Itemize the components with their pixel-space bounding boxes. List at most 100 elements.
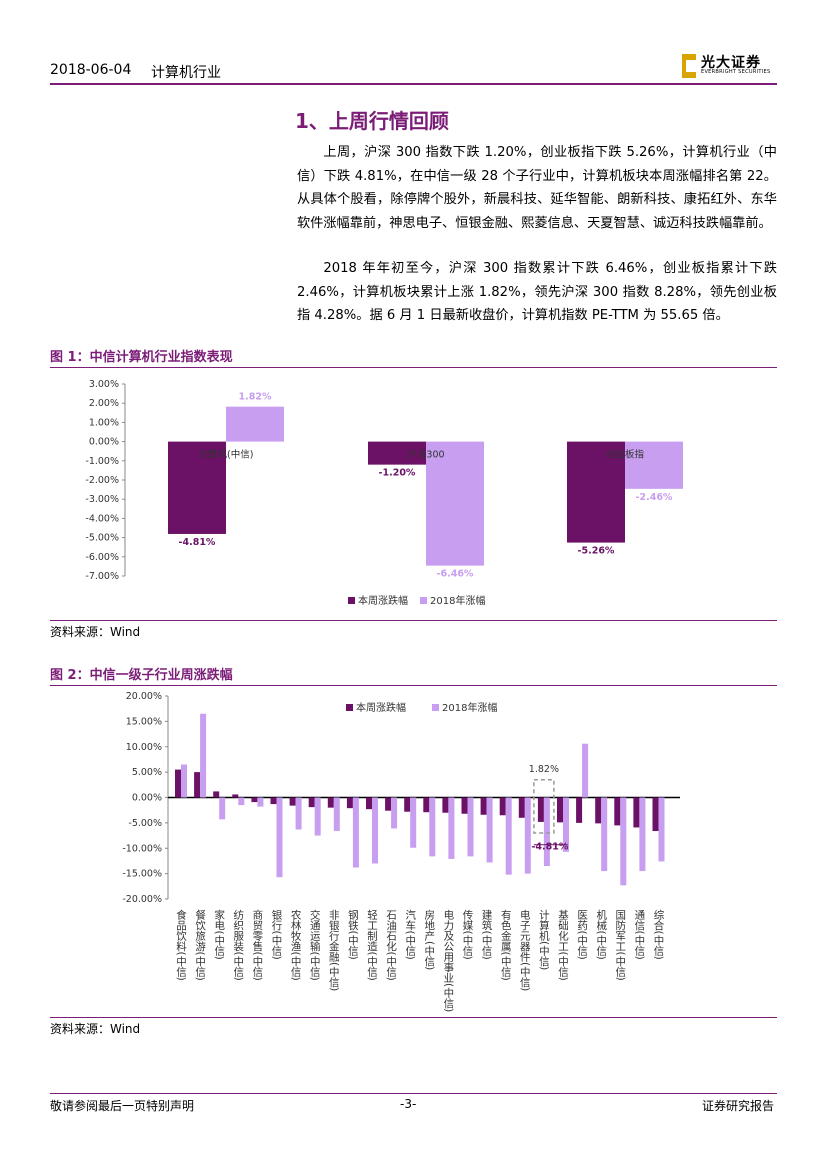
data-label: -2.46%: [636, 492, 673, 503]
legend-swatch-ytd: [432, 704, 439, 711]
figure2-source: 资料来源：Wind: [50, 1022, 141, 1036]
category-label: 基础化工(中信): [557, 909, 569, 981]
y-tick-label: 2.00%: [89, 398, 119, 409]
bar-ytd: [429, 797, 436, 857]
footer-report-type: 证券研究报告: [702, 1099, 775, 1113]
figure2-title: 图 2：中信一级子行业周涨跌幅: [50, 668, 233, 683]
y-tick-label: -2.00%: [85, 475, 119, 486]
category-label: 计算机(中信): [538, 909, 550, 970]
category-label: 纺织服装(中信): [232, 909, 244, 981]
bar-ytd: [505, 797, 512, 875]
bar-weekly: [270, 797, 277, 805]
bar-ytd: [314, 797, 321, 836]
data-label: -1.20%: [379, 468, 416, 479]
bar-ytd: [276, 797, 283, 878]
bar-ytd: [200, 713, 207, 798]
bar-ytd: [219, 797, 226, 820]
category-label: 农林牧渔(中信): [290, 909, 302, 981]
legend-label-ytd: 2018年涨幅: [442, 701, 497, 714]
bar-ytd: [295, 797, 302, 830]
chart2: 20.00% 15.00% 10.00% 5.00% 0.00% -5.00% -10.00…: [122, 691, 680, 1012]
bar-weekly: [499, 797, 506, 816]
bar-weekly: [308, 797, 315, 808]
legend-label-ytd: 2018年涨幅: [430, 594, 485, 607]
figure1-bottom-rule: [50, 620, 777, 621]
bar-weekly: [327, 797, 334, 808]
bar-weekly: [633, 797, 640, 828]
figure2-top-rule: [50, 685, 777, 686]
bar-ytd: [238, 797, 245, 806]
y-tick-label: -4.00%: [85, 513, 119, 524]
legend-label-weekly: 本周涨跌幅: [358, 594, 408, 607]
bar-ytd: [181, 764, 187, 798]
data-label: -5.26%: [578, 546, 615, 557]
header-industry: 计算机行业: [151, 65, 221, 81]
figure1-top-rule: [50, 367, 777, 368]
category-label: 计算机(中信): [199, 449, 254, 461]
bar-ytd: [391, 797, 398, 829]
paragraph-2: 2018 年年初至今，沪深 300 指数累计下跌 6.46%，创业板指累计下跌 …: [297, 261, 777, 323]
category-label: 银行(中信): [271, 909, 283, 960]
category-label: 通信(中信): [633, 910, 645, 960]
bar-weekly: [404, 797, 411, 812]
bar-ytd: [410, 797, 417, 848]
bar-ytd: [467, 797, 474, 857]
bar-ytd: [426, 441, 484, 566]
bar-ytd: [639, 797, 646, 872]
bar-weekly: [537, 797, 544, 822]
category-label: 轻工制造(中信): [366, 909, 378, 981]
category-label: 餐饮旅游(中信): [194, 909, 206, 981]
bar-ytd: [524, 797, 531, 874]
category-label: 家电(中信): [213, 909, 225, 960]
footer-page-number: -3-: [400, 1097, 417, 1111]
bar-weekly: [251, 797, 258, 803]
y-tick-label: 0.00%: [132, 793, 162, 804]
bar-weekly: [175, 769, 181, 798]
bar-weekly: [366, 797, 372, 810]
footer-divider: [50, 1093, 777, 1094]
highlight-box: [533, 778, 555, 834]
category-label: 电子元器件(中信): [519, 909, 531, 991]
y-tick-label: 20.00%: [126, 691, 162, 702]
category-label: 建筑(中信): [481, 909, 493, 960]
header-date: 2018-06-04: [50, 62, 132, 78]
category-label: 电力及公用事业(中信): [442, 909, 454, 1012]
y-tick-label: 1.00%: [89, 417, 119, 428]
bar-weekly: [652, 797, 659, 831]
legend-swatch-weekly: [346, 704, 353, 711]
bar-weekly: [595, 797, 602, 824]
section-title: 1、上周行情回顾: [295, 109, 449, 133]
category-label: 钢铁(中信): [347, 909, 359, 960]
y-tick-label: 15.00%: [126, 716, 162, 727]
y-tick-label: 3.00%: [89, 379, 119, 390]
bar-weekly: [614, 797, 621, 826]
data-label: 1.82%: [239, 392, 272, 403]
category-label: 创业板指: [606, 449, 645, 461]
bar-weekly: [232, 794, 239, 798]
category-label: 交通运输(中信): [309, 909, 321, 981]
category-label: 食品饮料(中信): [175, 909, 187, 981]
category-label: 石油石化(中信): [385, 910, 397, 981]
y-tick-label: -1.00%: [85, 456, 119, 467]
bar-weekly: [213, 791, 220, 798]
bar-weekly: [385, 797, 392, 811]
legend-swatch-ytd: [420, 597, 427, 604]
bar-ytd: [625, 441, 683, 489]
y-tick-label: -10.00%: [122, 843, 162, 854]
bar-weekly: [461, 797, 468, 814]
bar-ytd: [372, 797, 378, 864]
bar-ytd: [333, 797, 340, 831]
bar-ytd: [582, 743, 589, 798]
bar-ytd: [352, 797, 359, 868]
data-label: -6.46%: [437, 569, 474, 580]
bar-ytd: [543, 797, 550, 867]
footer-disclaimer: 敬请参阅最后一页特别声明: [50, 1099, 195, 1113]
paragraph-1: 上周，沪深 300 指数下跌 1.20%，创业板指下跌 5.26%，计算机行业（…: [297, 145, 777, 231]
bar-ytd: [448, 797, 455, 859]
logo-name: 光大证券: [701, 55, 761, 71]
y-tick-label: -3.00%: [85, 494, 119, 505]
bar-weekly: [442, 797, 449, 813]
figure2-bottom-rule: [50, 1017, 777, 1018]
bar-ytd: [226, 406, 284, 442]
bar-weekly: [518, 797, 525, 818]
